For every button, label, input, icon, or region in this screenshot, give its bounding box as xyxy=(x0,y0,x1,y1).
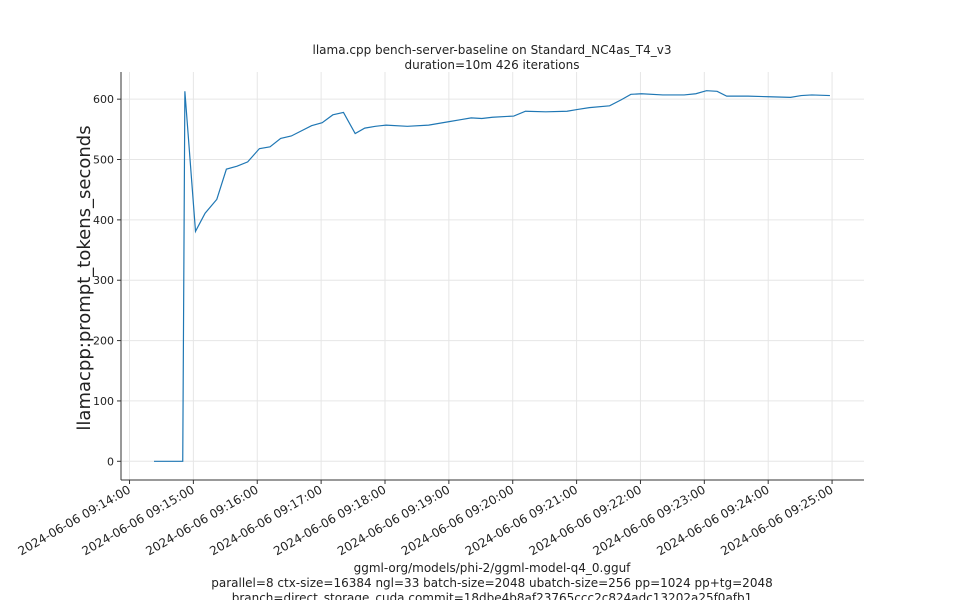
y-tick-label: 500 xyxy=(93,154,114,167)
x-tick-label: 2024-06-06 09:15:00 xyxy=(80,482,197,558)
x-tick-label: 2024-06-06 09:25:00 xyxy=(718,482,835,558)
y-tick-label: 200 xyxy=(93,335,114,348)
x-tick-label: 2024-06-06 09:21:00 xyxy=(463,482,580,558)
y-tick-label: 400 xyxy=(93,214,114,227)
x-tick-label: 2024-06-06 09:14:00 xyxy=(16,482,133,558)
y-tick-label: 0 xyxy=(107,455,114,468)
x-tick-label: 2024-06-06 09:18:00 xyxy=(271,482,388,558)
data-line xyxy=(153,90,830,462)
footer-line: parallel=8 ctx-size=16384 ngl=33 batch-s… xyxy=(211,576,772,590)
x-tick-label: 2024-06-06 09:23:00 xyxy=(590,482,707,558)
y-tick-label: 100 xyxy=(93,395,114,408)
x-tick-label: 2024-06-06 09:19:00 xyxy=(335,482,452,558)
y-axis-label: llamacpp:prompt_tokens_seconds xyxy=(74,125,95,430)
y-tick-label: 600 xyxy=(93,93,114,106)
x-tick-label: 2024-06-06 09:24:00 xyxy=(654,482,771,558)
x-tick-label: 2024-06-06 09:22:00 xyxy=(527,482,644,558)
x-tick-label: 2024-06-06 09:16:00 xyxy=(143,482,260,558)
footer-line: ggml-org/models/phi-2/ggml-model-q4_0.gg… xyxy=(354,561,632,575)
x-tick-label: 2024-06-06 09:20:00 xyxy=(399,482,516,558)
chart-title: llama.cpp bench-server-baseline on Stand… xyxy=(313,43,672,57)
x-tick-label: 2024-06-06 09:17:00 xyxy=(207,482,324,558)
y-tick-label: 300 xyxy=(93,274,114,287)
chart-subtitle: duration=10m 426 iterations xyxy=(405,58,580,72)
footer-line: branch=direct_storage_cuda commit=18dbe4… xyxy=(232,591,753,600)
